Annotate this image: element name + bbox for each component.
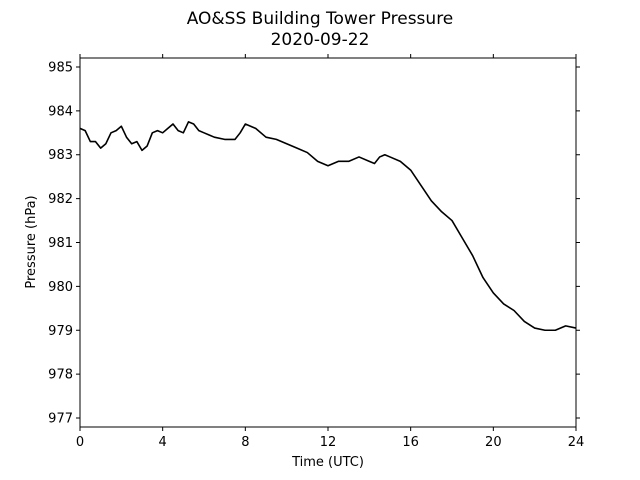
y-tick-label: 979 [48, 324, 73, 339]
x-tick-label: 20 [485, 435, 502, 450]
x-axis-label: Time (UTC) [291, 455, 364, 470]
y-tick-label: 983 [48, 148, 73, 163]
y-tick-label: 980 [48, 280, 73, 295]
y-tick-label: 982 [48, 192, 73, 207]
y-tick-label: 984 [48, 104, 73, 119]
chart-title: AO&SS Building Tower Pressure [187, 9, 454, 29]
y-tick-label: 977 [48, 412, 73, 427]
x-tick-label: 24 [568, 435, 585, 450]
x-tick-label: 8 [241, 435, 249, 450]
x-tick-label: 4 [159, 435, 167, 450]
y-tick-label: 978 [48, 368, 73, 383]
data-line [79, 121, 577, 332]
x-tick-label: 12 [320, 435, 337, 450]
chart-subtitle: 2020-09-22 [271, 30, 370, 50]
y-tick-label: 985 [48, 60, 73, 75]
x-tick-label: 16 [402, 435, 419, 450]
y-axis-label: Pressure (hPa) [24, 195, 39, 288]
plot-frame [79, 57, 577, 428]
y-tick-label: 981 [48, 236, 73, 251]
x-tick-label: 0 [76, 435, 84, 450]
